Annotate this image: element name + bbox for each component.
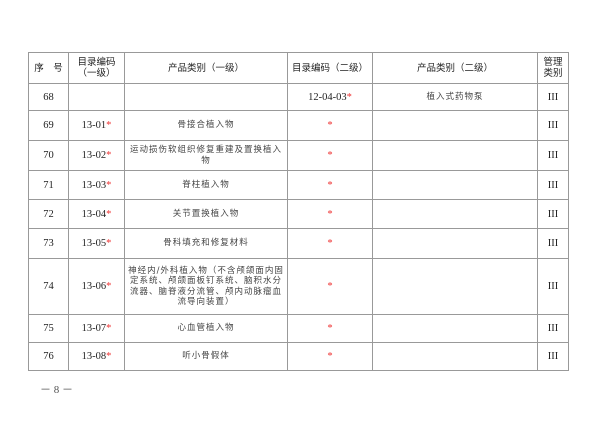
row-class: III	[537, 199, 569, 229]
table-row: 71 13-03* 脊柱植入物 * III	[28, 170, 569, 200]
table-row: 69 13-01* 骨接合植入物 * III	[28, 110, 569, 141]
code1-value: 13-02	[81, 150, 107, 161]
row-no: 71	[28, 170, 69, 200]
row-cat2: 植入式药物泵	[372, 83, 538, 111]
table-row: 73 13-05* 骨科填充和修复材料 * III	[28, 228, 569, 259]
code1-value: 13-08	[81, 351, 107, 362]
code1-value: 13-06	[81, 281, 107, 292]
table-row: 75 13-07* 心血管植入物 * III	[28, 314, 569, 343]
row-code1: 13-08*	[68, 342, 125, 371]
row-code2: *	[287, 258, 373, 315]
code1-value: 13-05	[81, 238, 107, 249]
code2-star: *	[327, 323, 333, 334]
table-row: 72 13-04* 关节置换植入物 * III	[28, 199, 569, 229]
header-cat2: 产品类别（二级）	[372, 52, 538, 84]
row-class: III	[537, 170, 569, 200]
row-code2: *	[287, 140, 373, 171]
row-code2: *	[287, 342, 373, 371]
row-no: 75	[28, 314, 69, 343]
table-row: 76 13-08* 听小骨假体 * III	[28, 342, 569, 371]
row-no: 68	[28, 83, 69, 111]
row-class: III	[537, 342, 569, 371]
row-cat1: 运动损伤软组织修复重建及置换植入物	[124, 140, 288, 171]
row-no: 76	[28, 342, 69, 371]
row-cat2	[372, 228, 538, 259]
row-code2: *	[287, 199, 373, 229]
row-code2: 12-04-03*	[287, 83, 373, 111]
code2-value: 12-04-03	[308, 91, 347, 103]
code1-star: *	[106, 238, 112, 249]
row-no: 73	[28, 228, 69, 259]
row-no: 69	[28, 110, 69, 141]
code2-star: *	[327, 281, 333, 292]
code1-value: 13-04	[81, 208, 107, 220]
table-row: 68 12-04-03* 植入式药物泵 III	[28, 83, 569, 111]
row-cat1: 骨科填充和修复材料	[124, 228, 288, 259]
row-cat1: 关节置换植入物	[124, 199, 288, 229]
header-code1: 目录编码（一级）	[68, 52, 125, 84]
code2-star: *	[327, 208, 333, 220]
row-no: 74	[28, 258, 69, 315]
code1-star: *	[106, 323, 112, 334]
row-code2: *	[287, 228, 373, 259]
code2-star: *	[327, 238, 333, 249]
row-cat2	[372, 110, 538, 141]
row-no: 72	[28, 199, 69, 229]
row-cat1: 心血管植入物	[124, 314, 288, 343]
row-code1	[68, 83, 125, 111]
code1-value: 13-03	[81, 179, 107, 191]
row-code2: *	[287, 170, 373, 200]
code2-star: *	[327, 150, 333, 161]
code1-star: *	[106, 281, 112, 292]
header-no: 序 号	[28, 52, 69, 84]
table-row: 74 13-06* 神经内/外科植入物（不含颅颌面内固定系统、颅颌面板钉系统、脑积水…	[28, 258, 569, 315]
row-cat2	[372, 258, 538, 315]
code2-star: *	[327, 179, 333, 191]
catalog-table: 序 号 目录编码（一级） 产品类别（一级） 目录编码（二级） 产品类别（二级） …	[28, 52, 569, 371]
code1-value: 13-01	[81, 120, 107, 131]
header-row: 序 号 目录编码（一级） 产品类别（一级） 目录编码（二级） 产品类别（二级） …	[28, 52, 569, 84]
row-class: III	[537, 140, 569, 171]
code2-star: *	[346, 91, 352, 103]
row-code1: 13-01*	[68, 110, 125, 141]
row-code2: *	[287, 314, 373, 343]
code2-star: *	[327, 120, 333, 131]
table-row: 70 13-02* 运动损伤软组织修复重建及置换植入物 * III	[28, 140, 569, 171]
row-code1: 13-04*	[68, 199, 125, 229]
row-cat1	[124, 83, 288, 111]
code2-star: *	[327, 351, 333, 362]
row-cat2	[372, 199, 538, 229]
row-cat1: 脊柱植入物	[124, 170, 288, 200]
code1-star: *	[106, 208, 112, 220]
row-code1: 13-02*	[68, 140, 125, 171]
code1-star: *	[106, 150, 112, 161]
row-class: III	[537, 228, 569, 259]
code1-star: *	[106, 351, 112, 362]
page-number: － 8 －	[40, 384, 73, 396]
header-class: 管理类别	[537, 52, 569, 84]
row-cat1: 神经内/外科植入物（不含颅颌面内固定系统、颅颌面板钉系统、脑积水分流器、脑脊液分…	[124, 258, 288, 315]
row-code1: 13-03*	[68, 170, 125, 200]
row-class: III	[537, 258, 569, 315]
row-no: 70	[28, 140, 69, 171]
row-code1: 13-05*	[68, 228, 125, 259]
row-cat2	[372, 140, 538, 171]
row-code1: 13-06*	[68, 258, 125, 315]
code1-star: *	[106, 120, 112, 131]
row-code2: *	[287, 110, 373, 141]
row-cat2	[372, 342, 538, 371]
row-cat1: 骨接合植入物	[124, 110, 288, 141]
row-cat1: 听小骨假体	[124, 342, 288, 371]
row-class: III	[537, 314, 569, 343]
row-cat2	[372, 314, 538, 343]
header-cat1: 产品类别（一级）	[124, 52, 288, 84]
code1-value: 13-07	[81, 323, 107, 334]
row-code1: 13-07*	[68, 314, 125, 343]
row-class: III	[537, 110, 569, 141]
code1-star: *	[106, 179, 112, 191]
header-code2: 目录编码（二级）	[287, 52, 373, 84]
row-class: III	[537, 83, 569, 111]
row-cat2	[372, 170, 538, 200]
